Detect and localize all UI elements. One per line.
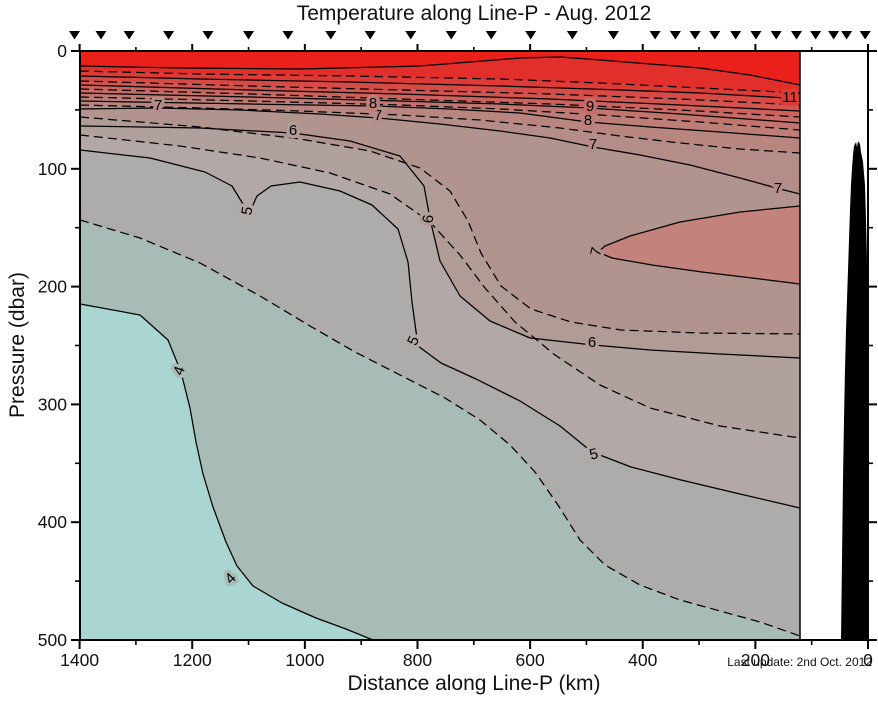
x-tick-label: 600 [516,650,545,670]
x-axis-label: Distance along Line-P (km) [347,672,601,695]
contour-label-7: 7 [589,136,597,153]
station-marker-triangle-icon [810,31,822,40]
contour-label-11: 11 [782,89,798,106]
station-marker-triangle-icon [123,31,135,40]
station-marker-triangle-icon [445,31,457,40]
contour-11 [79,75,801,100]
station-marker-triangle-icon [607,31,619,40]
contour-11.5 [79,70,801,94]
station-marker-triangle-icon [525,31,537,40]
contour-label-8: 8 [369,95,377,112]
contour-7.5 [79,104,801,154]
contour-7-tongue [597,205,801,285]
station-marker-triangle-icon [405,31,417,40]
station-marker-triangle-icon [95,31,107,40]
warm-tongue-fill [598,206,800,284]
contour-5.5 [79,134,801,439]
contour-label-7: 7 [774,180,782,197]
contour-10.5 [79,80,801,106]
contour-label-7: 7 [374,107,382,124]
station-marker-triangle-icon [730,31,742,40]
contour-label-6: 6 [420,214,438,224]
station-marker-triangle-icon [485,31,497,40]
y-tick-label: 400 [38,512,67,532]
contour-6.5 [79,116,801,335]
contour-4 [79,303,374,641]
station-marker-triangle-icon [841,31,853,40]
contour-5 [79,149,801,509]
x-tick-label: 400 [628,650,657,670]
y-tick-label: 300 [38,394,67,414]
y-tick-label: 100 [38,159,67,179]
x-tick-label: 1200 [173,650,212,670]
station-marker-triangle-icon [669,31,681,40]
contour-9 [79,92,801,124]
bathymetry-profile [841,141,868,640]
station-marker-triangle-icon [859,31,871,40]
contour-6 [79,125,801,359]
station-marker-triangle-icon [364,31,376,40]
contour-9.5 [79,88,801,118]
station-marker-triangle-icon [689,31,701,40]
band-above-12 [80,51,800,85]
station-marker-triangle-icon [325,31,337,40]
last-update-note: Last update: 2nd Oct. 2012 [727,655,872,669]
contour-12 [79,56,801,86]
x-tick-label: 800 [403,650,432,670]
contour-7 [79,107,801,195]
station-marker-triangle-icon [828,31,840,40]
station-marker-triangle-icon [69,31,81,40]
contour-8 [79,100,801,139]
station-marker-triangle-icon [649,31,661,40]
contour-8.5 [79,96,801,131]
x-tick-label: 200 [741,650,770,670]
station-marker-triangle-icon [243,31,255,40]
contour-label-7: 7 [154,97,162,114]
x-tick-label: 1000 [285,650,324,670]
contour-label-6: 6 [588,334,596,351]
station-marker-triangle-icon [709,31,721,40]
station-marker-triangle-icon [566,31,578,40]
contour-label-9: 9 [586,98,594,115]
x-tick-label: 1400 [60,650,99,670]
station-marker-triangle-icon [750,31,762,40]
contour-10 [79,84,801,112]
station-marker-triangle-icon [202,31,214,40]
contour-label-6: 6 [289,122,297,139]
station-marker-triangle-icon [790,31,802,40]
station-marker-triangle-icon [163,31,175,40]
y-tick-label: 500 [38,630,67,650]
y-tick-label: 0 [57,41,67,61]
y-tick-label: 200 [38,277,67,297]
contour-4.5 [79,219,801,637]
x-tick-label: 0 [863,650,873,670]
station-marker-triangle-icon [282,31,294,40]
station-marker-triangle-icon [770,31,782,40]
chart-title: Temperature along Line-P - Aug. 2012 [296,2,652,25]
contour-label-8: 8 [584,112,592,129]
